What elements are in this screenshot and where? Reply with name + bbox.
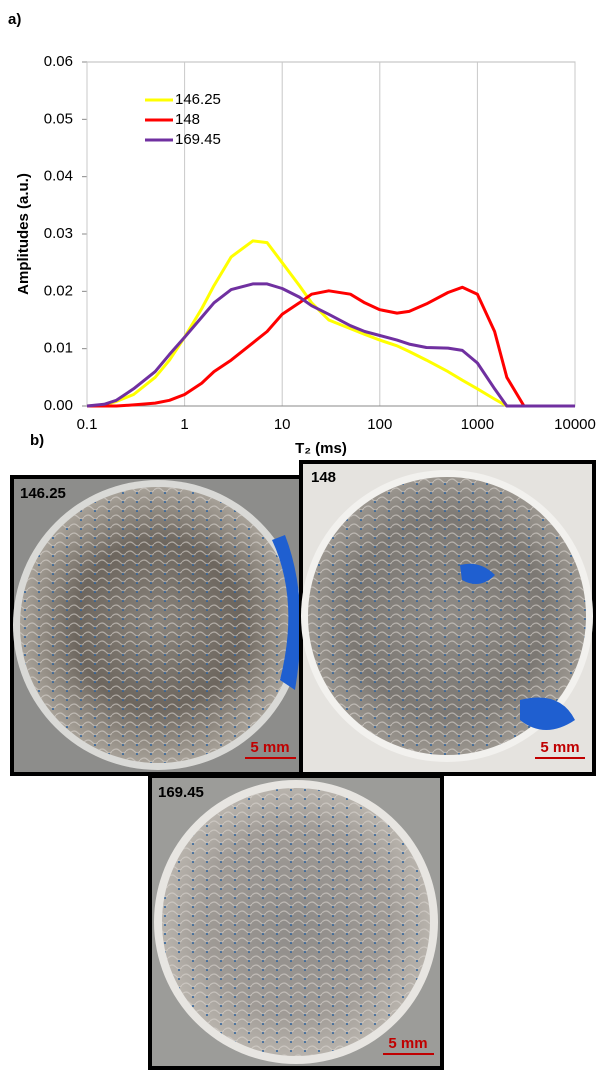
x-tick-label: 10000: [554, 416, 596, 433]
sample-texture: [20, 487, 296, 763]
panel-label: b): [30, 432, 44, 449]
x-tick-label: 0.1: [77, 416, 98, 433]
x-tick-label: 10: [274, 416, 291, 433]
y-tick-label: 0.01: [44, 340, 73, 357]
sample-texture: [162, 788, 430, 1056]
sample-texture: [308, 477, 586, 755]
y-tick-label: 0.03: [44, 225, 73, 242]
x-tick-label: 100: [367, 416, 392, 433]
legend-label: 148: [175, 111, 200, 128]
y-tick-label: 0.04: [44, 168, 73, 185]
y-tick-label: 0.05: [44, 110, 73, 127]
y-axis-label: Amplitudes (a.u.): [15, 173, 32, 295]
sample-label: 169.45: [158, 784, 204, 801]
y-tick-label: 0.00: [44, 397, 73, 414]
sample-label: 148: [311, 469, 336, 486]
x-axis-label: T₂ (ms): [295, 440, 347, 457]
x-tick-label: 1: [180, 416, 188, 433]
series-line: [87, 285, 575, 408]
sample-photo: 146.25 5 mm: [10, 475, 305, 776]
sample-photo: 169.45 5 mm: [148, 774, 444, 1070]
resin: [272, 535, 301, 690]
legend-label: 169.45: [175, 131, 221, 148]
y-tick-label: 0.02: [44, 282, 73, 299]
chart: 0.00 0.01 0.02 0.03 0.04 0.05 0.06 0.1 1 10 100 100…: [15, 53, 596, 457]
sample-label: 146.25: [20, 485, 66, 502]
panel-label: a): [8, 11, 21, 28]
scale-label: 5 mm: [250, 739, 289, 756]
scale-label: 5 mm: [388, 1035, 427, 1052]
series-line: [86, 282, 575, 408]
legend-label: 146.25: [175, 91, 221, 108]
y-tick-label: 0.06: [44, 53, 73, 70]
resin: [460, 563, 575, 730]
series-line: [86, 239, 575, 408]
sample-photo: 148 5 mm: [299, 460, 596, 776]
scale-label: 5 mm: [540, 739, 579, 756]
x-tick-label: 1000: [461, 416, 494, 433]
